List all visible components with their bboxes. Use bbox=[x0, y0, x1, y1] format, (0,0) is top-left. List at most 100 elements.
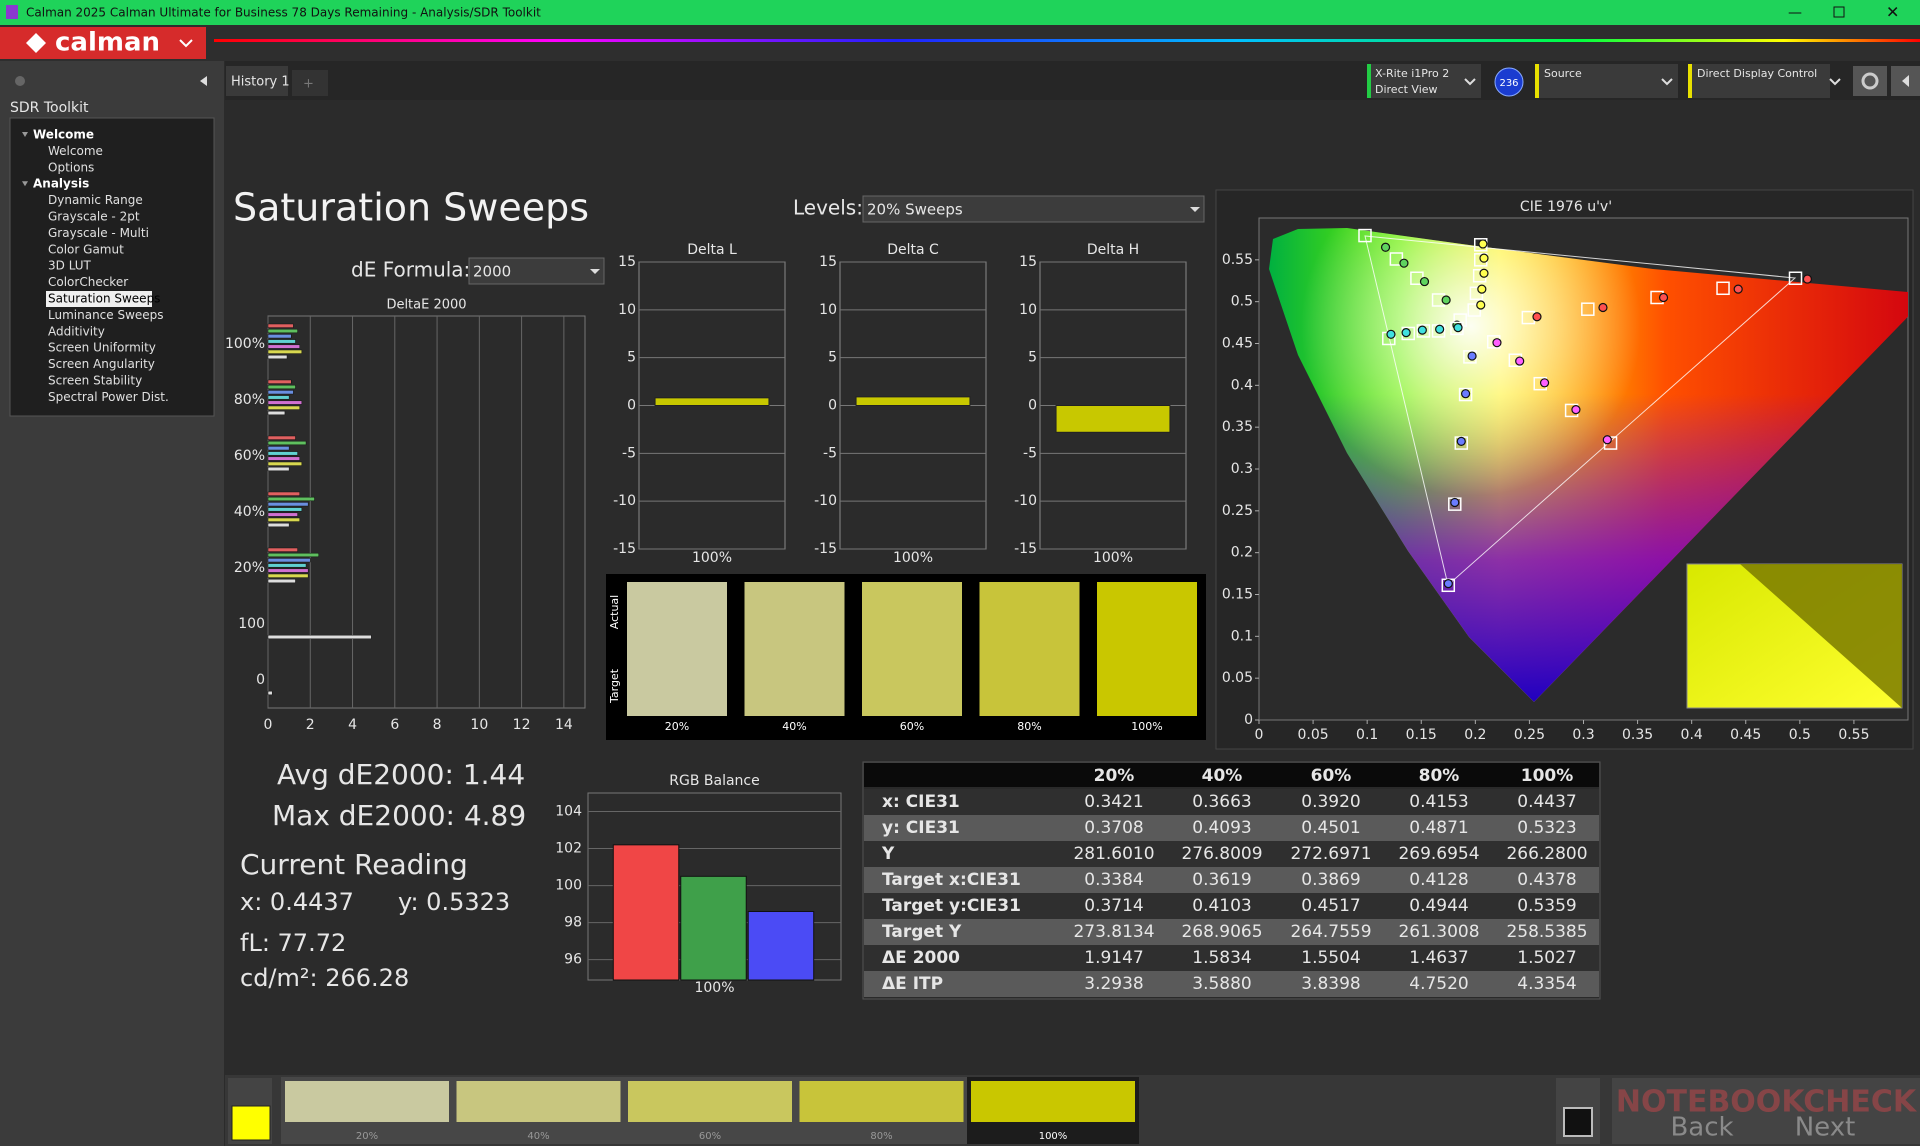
table-header bbox=[864, 763, 1599, 787]
logo-menu[interactable] bbox=[179, 39, 193, 48]
x-tick-label: 0 bbox=[264, 717, 273, 733]
close[interactable]: ✕ bbox=[1886, 3, 1899, 22]
levels-label: Levels: bbox=[793, 196, 863, 220]
tree-item[interactable]: Spectral Power Dist. bbox=[48, 390, 169, 404]
pin[interactable] bbox=[15, 76, 25, 86]
y-tick-label: 0 bbox=[627, 398, 636, 414]
row-label: Y bbox=[881, 844, 895, 864]
y-tick-label: 10 bbox=[1019, 302, 1037, 318]
cell: 3.8398 bbox=[1301, 974, 1360, 994]
row-label: Target bbox=[608, 668, 621, 704]
bar bbox=[267, 405, 300, 410]
y-tick-label: 0.05 bbox=[1222, 670, 1253, 686]
logo-text: calman bbox=[55, 28, 160, 58]
expander[interactable] bbox=[22, 181, 28, 187]
swatch bbox=[627, 582, 727, 716]
source-select[interactable] bbox=[1535, 64, 1678, 98]
meter-status bbox=[1367, 64, 1371, 98]
dropdown-arrow bbox=[1190, 207, 1200, 212]
tree-item[interactable]: Luminance Sweeps bbox=[48, 308, 164, 322]
column-header: 100% bbox=[1521, 766, 1574, 786]
tree-item[interactable]: Welcome bbox=[48, 144, 103, 158]
stop[interactable] bbox=[1563, 1107, 1593, 1137]
expander[interactable] bbox=[22, 132, 28, 137]
y-tick-label: 100% bbox=[225, 336, 265, 352]
step-label: 60% bbox=[699, 1131, 721, 1142]
swatch-label: 100% bbox=[1131, 720, 1162, 733]
tree-item[interactable]: 3D LUT bbox=[48, 259, 92, 273]
tree-item[interactable]: Grayscale - Multi bbox=[48, 226, 149, 240]
dropdown-arrow bbox=[590, 269, 600, 274]
bar bbox=[267, 573, 309, 578]
tree-section[interactable]: Welcome bbox=[33, 128, 94, 142]
bar bbox=[267, 384, 296, 390]
add-tab[interactable] bbox=[292, 70, 328, 96]
next-button[interactable]: Next bbox=[1795, 1113, 1856, 1143]
source-status bbox=[1535, 64, 1539, 98]
cie-locus bbox=[1269, 228, 1908, 702]
cell: 0.4153 bbox=[1409, 792, 1468, 812]
actual-point bbox=[1399, 258, 1409, 268]
cell: 4.3354 bbox=[1517, 974, 1576, 994]
back-button[interactable]: Back bbox=[1670, 1113, 1733, 1143]
y-tick-label: 0.15 bbox=[1222, 587, 1253, 603]
settings-icon bbox=[1861, 72, 1879, 90]
cell: 272.6971 bbox=[1290, 844, 1371, 864]
badge[interactable] bbox=[1494, 67, 1524, 97]
x-tick-label: 0.15 bbox=[1406, 727, 1437, 743]
bar bbox=[267, 334, 292, 339]
maximize[interactable] bbox=[1833, 6, 1845, 18]
actual-point bbox=[1417, 325, 1427, 335]
tree-item[interactable]: ColorChecker bbox=[48, 275, 128, 289]
tree-item[interactable]: Screen Uniformity bbox=[48, 341, 156, 355]
step-label: 80% bbox=[870, 1131, 892, 1142]
target-point bbox=[1450, 321, 1464, 336]
y-tick-label: 20% bbox=[234, 560, 265, 576]
tree-item[interactable]: Color Gamut bbox=[48, 242, 124, 256]
bar bbox=[267, 435, 296, 440]
tree-item[interactable]: Saturation Sweeps bbox=[48, 292, 160, 306]
cell: 269.6954 bbox=[1398, 844, 1479, 864]
table-row bbox=[864, 867, 1599, 893]
tree-item[interactable]: Dynamic Range bbox=[48, 193, 143, 207]
tree-item[interactable]: Additivity bbox=[48, 324, 105, 338]
dropdown-arrow bbox=[1829, 78, 1841, 86]
settings[interactable] bbox=[1853, 66, 1887, 96]
bar bbox=[267, 466, 290, 472]
y-tick-label: 98 bbox=[564, 915, 582, 931]
tree-item[interactable]: Grayscale - 2pt bbox=[48, 210, 140, 224]
target-point bbox=[1581, 302, 1595, 316]
bar bbox=[267, 517, 300, 522]
table-row bbox=[864, 919, 1599, 945]
actual-point bbox=[1441, 295, 1451, 305]
x-tick-label: 6 bbox=[390, 717, 399, 733]
collapse[interactable] bbox=[200, 76, 207, 86]
levels-dropdown[interactable] bbox=[862, 195, 1205, 223]
cell: 1.5027 bbox=[1517, 948, 1576, 968]
bar bbox=[267, 349, 303, 354]
tree-item[interactable]: Screen Angularity bbox=[48, 357, 155, 371]
y-tick-label: 10 bbox=[819, 302, 837, 318]
tab[interactable] bbox=[226, 66, 288, 96]
bar bbox=[267, 339, 296, 344]
meter-select[interactable] bbox=[1367, 64, 1481, 98]
y-tick-label: -10 bbox=[1014, 493, 1037, 509]
cell: 0.3920 bbox=[1301, 792, 1360, 812]
bar bbox=[267, 379, 292, 384]
y-tick-label: -15 bbox=[613, 541, 636, 557]
display-select[interactable] bbox=[1688, 64, 1830, 98]
tree-section[interactable]: Analysis bbox=[33, 177, 89, 191]
minimize[interactable]: — bbox=[1788, 5, 1802, 21]
tree-item[interactable]: Options bbox=[48, 160, 94, 174]
bar bbox=[267, 491, 300, 496]
table-row bbox=[864, 789, 1599, 815]
y-tick-label: 0 bbox=[828, 398, 837, 414]
chart-title: Delta H bbox=[1087, 242, 1139, 258]
table-row bbox=[864, 971, 1599, 997]
step-swatch bbox=[456, 1081, 621, 1122]
y-tick-label: 15 bbox=[618, 254, 636, 270]
row-label: Target x:CIE31 bbox=[882, 870, 1021, 890]
bar bbox=[1055, 405, 1171, 433]
tree-item[interactable]: Screen Stability bbox=[48, 374, 142, 388]
formula-dropdown[interactable] bbox=[468, 257, 605, 285]
